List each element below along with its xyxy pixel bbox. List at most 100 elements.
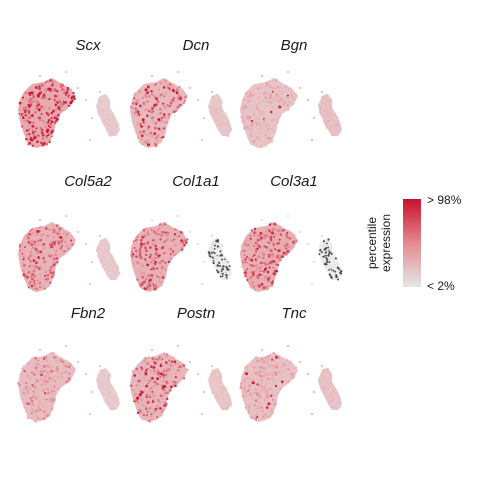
cell-point [218,391,220,394]
cell-point [36,362,40,366]
cell-point [260,226,263,230]
cell-point [280,364,283,367]
cell-point [321,387,325,391]
cell-point [65,103,68,106]
cell-point [37,227,40,230]
cell-point [41,83,45,87]
cell-point [278,229,281,232]
cell-point [210,251,213,254]
cell-point [34,397,38,400]
cell-point [176,105,180,109]
cell-point [159,364,163,368]
cell-point [45,238,48,242]
cell-point [102,112,105,115]
cell-point [44,278,48,281]
cell-point [21,262,25,265]
cell-point [55,224,59,227]
cell-point [28,377,31,380]
cell-point [136,278,139,281]
cell-point [267,85,270,88]
cell-point [169,89,172,92]
panel-title: Dcn [183,37,210,54]
cell-point [100,240,102,243]
panel-scx: Scx [18,37,120,148]
cell-point [260,368,264,372]
cell-point [103,121,106,124]
cell-point [259,245,262,248]
cell-point [29,259,32,263]
cell-point [154,91,158,95]
cell-point [27,391,29,394]
cell-point [37,116,40,120]
cell-point [244,270,247,273]
cell-point [327,239,330,243]
cell-point [273,371,276,374]
cell-point [273,361,276,364]
cell-point [64,235,68,238]
cell-point [169,101,173,105]
cell-point [321,370,324,373]
cell-point [17,382,20,385]
cell-point [272,280,275,282]
cell-point [159,130,162,133]
cell-point [217,373,220,375]
cell-point [134,239,137,242]
cell-point [332,269,335,272]
cell-point [25,129,29,132]
cell-point [53,385,56,388]
cell-point [153,285,157,289]
cell-point [32,259,36,262]
cell-point [57,389,60,391]
cell-point [28,121,32,124]
cell-point [49,383,52,387]
cell-point [44,143,47,146]
cell-point [257,262,261,266]
cell-point [271,229,274,232]
cell-point [147,359,149,362]
cell-point [58,229,61,232]
cell-point [215,378,217,381]
cell-point [265,266,268,269]
cell-point [246,278,249,282]
cell-point [217,386,220,389]
cell-point [59,232,62,236]
cell-point [251,281,255,285]
cell-point [334,402,337,405]
cell-point [31,403,35,406]
cell-point [130,388,134,392]
cell-point [37,134,40,137]
cell-point [268,241,271,244]
cell-point [249,379,252,382]
cell-point [241,395,245,398]
cell-point [44,356,47,359]
cell-point [163,104,166,107]
cell-point [329,400,333,404]
cell-point [312,260,316,264]
cell-point [139,104,142,108]
cell-point [162,102,165,105]
cell-point [28,99,31,103]
cell-point [338,403,341,407]
cell-point [159,108,162,111]
cell-point [215,239,218,243]
cell-point [98,386,101,389]
cell-point [322,260,325,263]
cell-point [160,232,164,236]
cell-point [250,116,254,119]
cell-point [269,95,272,99]
cell-point [240,250,243,254]
cell-point [50,397,54,401]
cell-point [273,381,277,385]
cell-point [260,393,263,396]
cell-point [265,287,269,291]
cell-point [30,228,34,232]
cell-point [49,246,52,249]
cell-point [324,104,327,107]
cell-point [145,133,149,137]
cell-point [103,246,107,249]
cell-point [156,133,159,136]
cell-point [224,127,227,130]
cell-point [106,266,109,269]
cell-point [161,78,164,81]
